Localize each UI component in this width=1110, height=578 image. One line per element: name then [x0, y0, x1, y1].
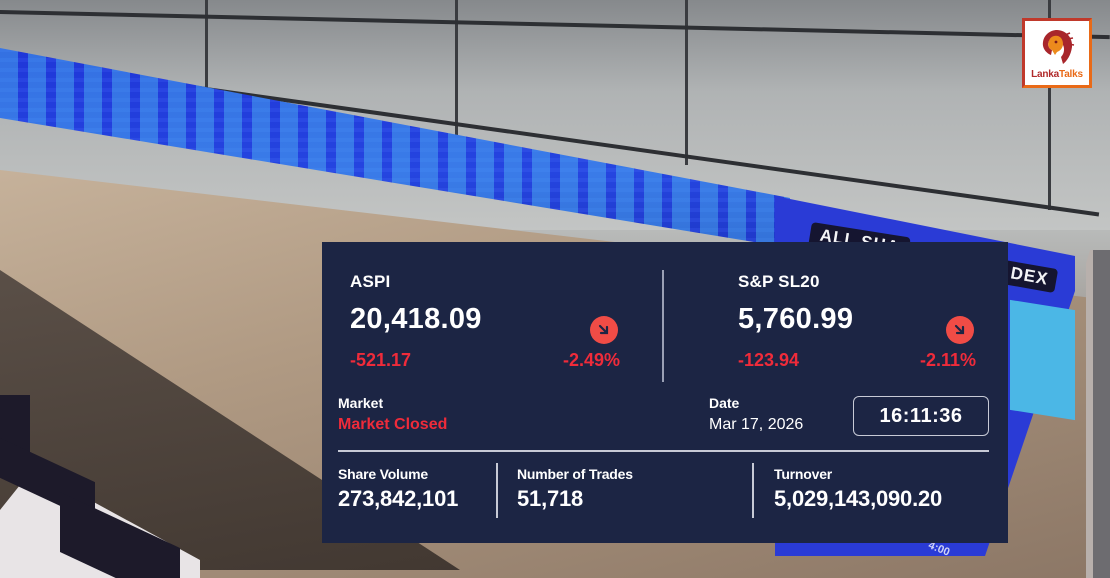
date-value: Mar 17, 2026	[709, 416, 804, 433]
index-aspi: ASPI 20,418.09 -521.17 -2.49%	[350, 272, 620, 370]
index-value: 20,418.09	[350, 303, 482, 335]
window-mullion	[205, 0, 208, 110]
index-divider	[662, 270, 664, 382]
arrow-down-right-icon	[946, 316, 974, 344]
index-name: ASPI	[350, 272, 391, 291]
logo-text: LankaTalks	[1031, 69, 1083, 80]
turnover-value: 5,029,143,090.20	[774, 486, 943, 511]
stat-divider	[496, 463, 498, 518]
index-change-percent: -2.49%	[562, 350, 620, 370]
arrow-down-right-icon	[590, 316, 618, 344]
share-volume-value: 273,842,101	[338, 486, 459, 511]
trades-label: Number of Trades	[517, 466, 633, 482]
index-name: S&P SL20	[738, 272, 820, 291]
share-volume-label: Share Volume	[338, 466, 428, 482]
market-clock: 16:11:36	[853, 396, 989, 436]
index-sp-sl20: S&P SL20 5,760.99 -123.94 -2.11%	[738, 272, 976, 370]
index-change: -521.17	[350, 350, 412, 370]
index-value: 5,760.99	[738, 303, 854, 335]
trades-value: 51,718	[517, 486, 584, 511]
section-divider	[338, 450, 989, 452]
index-change: -123.94	[738, 350, 800, 370]
stat-divider	[752, 463, 754, 518]
date-label: Date	[709, 395, 740, 411]
market-status: Market Closed	[338, 416, 448, 433]
market-label: Market	[338, 395, 384, 411]
lion-head-icon	[1042, 30, 1075, 64]
market-summary-panel: ASPI 20,418.09 -521.17 -2.49% S&P SL20 5…	[322, 242, 1008, 543]
turnover-label: Turnover	[774, 466, 833, 482]
index-change-percent: -2.11%	[919, 350, 976, 370]
window-mullion	[685, 0, 688, 165]
lankatalks-logo: LankaTalks	[1022, 18, 1092, 88]
window-mullion	[1048, 0, 1051, 210]
window-mullion	[455, 0, 458, 135]
